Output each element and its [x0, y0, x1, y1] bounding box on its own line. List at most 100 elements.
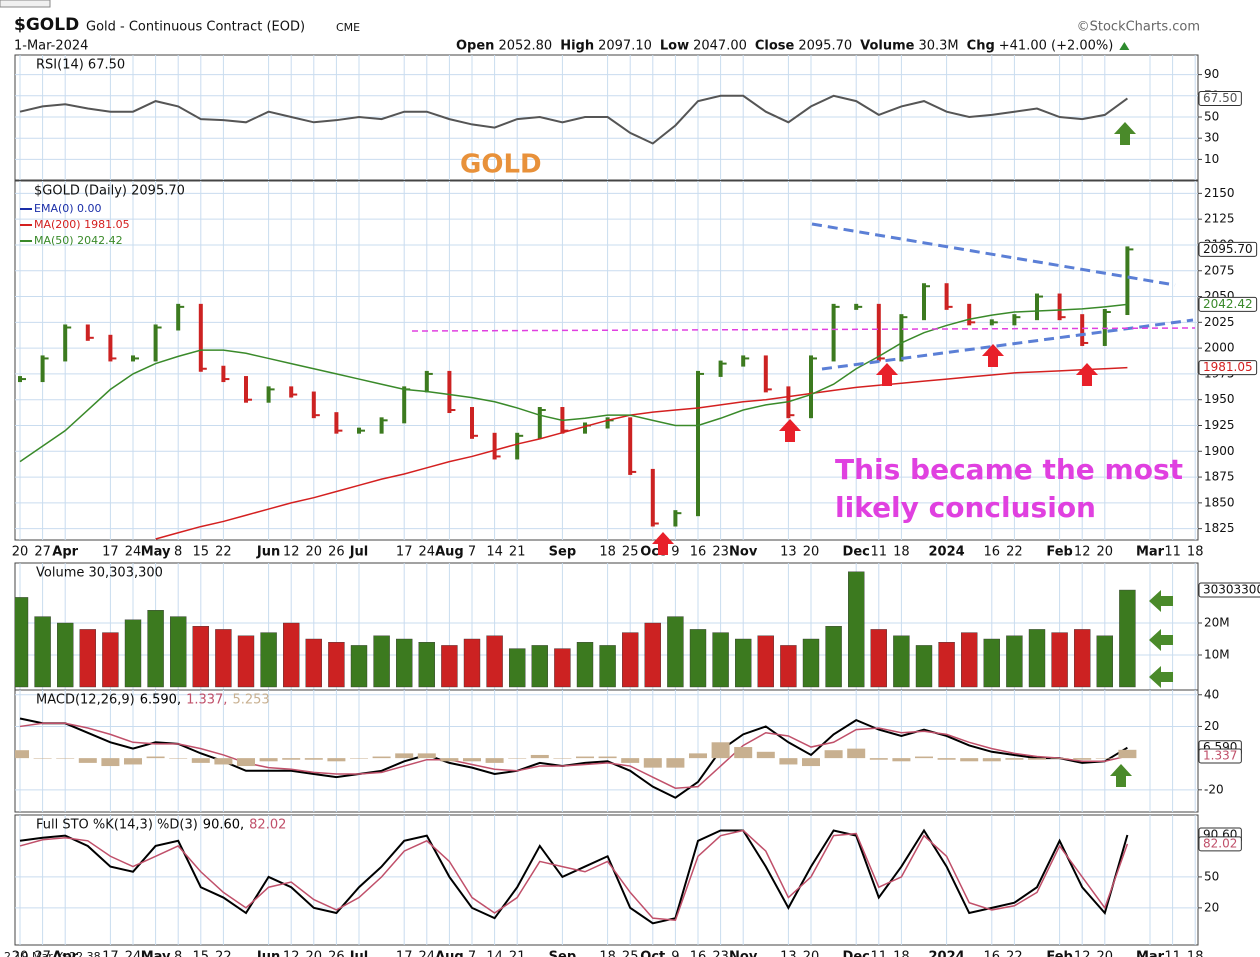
x-tick-label: 20 [1097, 950, 1114, 957]
volume-bar [486, 635, 503, 688]
x-tick-label: 18 [893, 950, 910, 957]
arrow-up [1110, 764, 1132, 787]
volume-bar [1119, 589, 1136, 688]
histogram-bar [237, 758, 255, 767]
volume-bar [531, 645, 548, 688]
arrow-left [1149, 666, 1173, 688]
x-tick-label: 13 [780, 950, 797, 957]
volume-bar [373, 635, 390, 688]
last-value-label: 2042.42 [1203, 297, 1253, 311]
x-tick-label: 12 [1074, 950, 1091, 957]
volume-bar [260, 632, 277, 688]
histogram-bar [892, 758, 911, 762]
price-bar [967, 303, 972, 326]
annotation: GOLD [460, 150, 542, 180]
histogram-bar [508, 758, 527, 759]
quote-label: High [560, 39, 594, 54]
price-bar [831, 303, 836, 362]
x-tick-label: 11 [871, 545, 888, 560]
volume-bar [509, 648, 526, 688]
volume-bar [215, 629, 232, 688]
x-tick-label: 12 [1074, 545, 1091, 560]
series-line [19, 828, 1129, 925]
x-tick-label: 25 [622, 545, 639, 560]
y-tick-label: 90 [1204, 67, 1219, 81]
x-tick-label: Mar [1136, 950, 1165, 957]
x-tick-label: 17 [102, 950, 119, 957]
arrow-up [982, 344, 1004, 367]
arrow-left [1149, 629, 1173, 651]
x-tick-label: 22 [215, 950, 232, 957]
price-bar [1012, 314, 1017, 326]
price-bar [696, 370, 700, 517]
x-tick-label: 25 [622, 950, 639, 957]
quote-value: 2047.00 [693, 39, 747, 54]
arrow-up [876, 363, 898, 386]
x-tick-label: Mar [1136, 545, 1165, 560]
symbol: $GOLD [14, 15, 79, 35]
toolbar-stub [0, 0, 51, 8]
panel [14, 180, 1199, 541]
x-tick-label: 17 [102, 545, 119, 560]
histogram-bar [1095, 758, 1114, 759]
x-tick-label: Dec [843, 545, 870, 560]
volume-bar [870, 629, 887, 688]
histogram-bar [101, 758, 120, 767]
x-tick-label: 2024 [929, 545, 965, 560]
volume-bar [463, 638, 481, 688]
quote-value: 30.3M [918, 39, 958, 54]
price-bar [334, 412, 339, 434]
y-tick-label: 40 [1204, 687, 1219, 701]
x-tick-label: 20 [12, 950, 29, 957]
volume-bar [283, 622, 300, 688]
legend-label: 90.60, [203, 818, 244, 833]
price-bar [1102, 309, 1107, 346]
price-bar [311, 391, 316, 419]
histogram-bar [15, 750, 29, 759]
price-bar [1035, 293, 1039, 321]
volume-bar [1028, 629, 1046, 688]
x-tick-label: 27 [34, 545, 51, 560]
x-tick-label: 24 [125, 545, 142, 560]
volume-bar [169, 616, 187, 688]
x-tick-label: 20 [803, 545, 820, 560]
price-bar [402, 386, 407, 424]
quote-label: Close [755, 39, 795, 54]
price-bar [153, 324, 158, 362]
x-tick-label: Jun [256, 950, 280, 957]
x-tick-label: Jul [349, 545, 369, 560]
panel-title: Volume 30,303,300 [36, 566, 163, 581]
x-tick-label: 14 [486, 950, 503, 957]
panel [14, 689, 1199, 813]
histogram-bar [553, 758, 572, 759]
y-tick-label: 1825 [1204, 521, 1235, 535]
price-bar [85, 324, 90, 341]
volume-bar [893, 635, 910, 688]
annotation-shapes [411, 122, 1196, 787]
histogram-bar [621, 758, 640, 763]
y-tick-label: 20 [1204, 719, 1219, 733]
price-bar [718, 360, 723, 377]
price-bar [424, 370, 429, 393]
histogram-bar [259, 758, 278, 762]
x-tick-label: 23 [712, 545, 729, 560]
x-tick-label: 17 [396, 545, 413, 560]
x-tick-label: Sep [549, 545, 577, 560]
volume-bar [735, 638, 752, 688]
x-tick-label: 27 [34, 950, 51, 957]
x-tick-label: 24 [125, 950, 142, 957]
volume-bar [192, 626, 210, 688]
y-tick-label: 1925 [1204, 418, 1235, 432]
arrow-up [652, 532, 674, 555]
price-bar [583, 422, 587, 434]
histogram-bar [463, 758, 481, 762]
x-tick-label: 26 [328, 950, 345, 957]
histogram-bar [689, 753, 707, 759]
x-tick-label: 15 [193, 950, 210, 957]
x-tick-label: Jun [256, 545, 280, 560]
x-tick-label: Apr [52, 545, 78, 560]
volume-bar [667, 616, 684, 688]
volume-bar [147, 610, 164, 688]
x-tick-label: 20 [803, 950, 820, 957]
y-tick-label: 20 [1204, 900, 1219, 914]
